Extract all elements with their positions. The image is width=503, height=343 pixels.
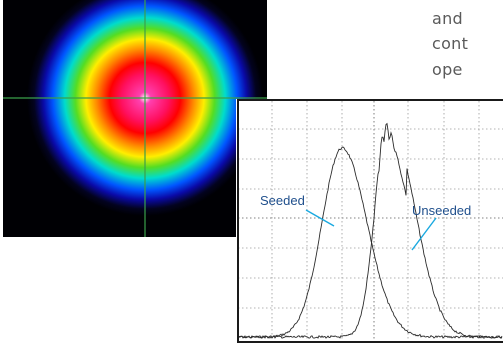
body-text-line-2: cont [432,34,469,53]
oscilloscope-trace: Seeded Unseeded [236,99,503,343]
scope-background [236,99,503,343]
scope-traces [238,122,503,339]
unseeded-label: Unseeded [412,203,471,218]
body-text-line-3: ope [432,60,463,79]
unseeded-leader-line [411,217,437,251]
seeded-leader-line [305,209,335,227]
beam-profile-graphic [3,0,267,237]
unseeded-trace [238,122,503,339]
seeded-label: Seeded [260,193,305,208]
oscilloscope-graphic: Seeded Unseeded [236,99,503,343]
beam-profile-image [3,0,267,237]
scope-border [237,99,503,343]
body-text-line-1: and [432,9,464,28]
seeded-trace [238,146,503,339]
